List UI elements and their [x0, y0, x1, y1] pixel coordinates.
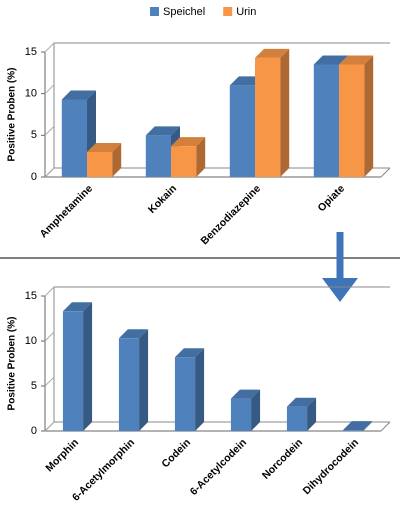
- x-tick-label: 6-Acetylcodein: [188, 437, 249, 498]
- y-tick-label: 5: [31, 380, 37, 392]
- x-tick-label: Codein: [159, 437, 193, 471]
- bar-top: [255, 48, 290, 58]
- bar-side: [112, 143, 122, 177]
- y-tick-label: 15: [25, 290, 37, 302]
- back-wall: [44, 286, 390, 432]
- floor-right: [380, 167, 391, 178]
- legend-swatch: [150, 7, 159, 16]
- bar: [339, 64, 365, 177]
- x-tick-label: Opiate: [315, 182, 347, 214]
- grid-line: [44, 286, 55, 297]
- x-tick-label: Dihydrocodein: [301, 437, 361, 497]
- bar-top: [62, 302, 93, 312]
- legend-swatch: [223, 7, 233, 16]
- bar-top: [286, 397, 317, 407]
- bar: [118, 338, 140, 431]
- bar: [255, 57, 281, 178]
- bar-top: [87, 143, 122, 152]
- bar: [286, 406, 308, 431]
- bar-top: [313, 55, 348, 65]
- y-tick-label: 0: [31, 171, 37, 183]
- bar: [145, 135, 171, 177]
- floor-right: [380, 421, 391, 432]
- bar-side: [363, 421, 373, 431]
- x-tick-label: Kokain: [146, 183, 179, 216]
- bar-side: [364, 55, 374, 177]
- bar-side: [195, 348, 205, 431]
- bar-side: [251, 389, 261, 431]
- bar: [87, 152, 113, 177]
- bar-top: [118, 329, 149, 339]
- bar-top: [230, 389, 261, 399]
- y-tick-label: 10: [25, 88, 37, 100]
- bar-top: [171, 137, 206, 147]
- y-tick-label: 5: [31, 129, 37, 141]
- y-axis-label: Positive Proben (%): [7, 317, 18, 411]
- grid-line: [44, 167, 55, 178]
- bar: [62, 311, 84, 431]
- grid-line: [44, 331, 55, 342]
- y-tick-label: 15: [25, 46, 37, 58]
- x-tick-label: Morphin: [43, 437, 81, 475]
- grid-line: [44, 421, 55, 432]
- x-tick-label: Benzodiazepine: [198, 182, 263, 247]
- x-tick-label: Norcodein: [260, 437, 305, 482]
- bar-side: [280, 48, 290, 178]
- grid-line: [44, 84, 55, 95]
- grid-line: [44, 376, 55, 387]
- bar: [171, 146, 197, 177]
- legend-label: Speichel: [163, 6, 205, 18]
- bar-top: [145, 126, 180, 136]
- bar-top: [339, 55, 374, 65]
- bar-side: [83, 302, 93, 431]
- bar-side: [307, 397, 317, 431]
- bar-top: [174, 348, 205, 358]
- bar: [342, 430, 364, 431]
- bar: [230, 398, 252, 431]
- legend-label: Urin: [236, 6, 256, 18]
- bar: [313, 64, 339, 177]
- bar-top: [61, 90, 96, 100]
- bar: [61, 99, 87, 177]
- y-tick-label: 10: [25, 335, 37, 347]
- y-axis-label: Positive Proben (%): [7, 68, 18, 162]
- bar-side: [139, 329, 149, 431]
- bar-side: [196, 137, 206, 177]
- bar: [174, 357, 196, 431]
- y-tick-label: 0: [31, 425, 37, 437]
- grid-line: [44, 125, 55, 136]
- bar: [229, 85, 255, 177]
- x-tick-label: Amphetamine: [38, 182, 96, 240]
- bar-top: [342, 421, 373, 431]
- grid-line: [44, 42, 55, 53]
- x-tick-label: 6-Acetylmorphin: [70, 437, 137, 504]
- arrow: [322, 232, 358, 302]
